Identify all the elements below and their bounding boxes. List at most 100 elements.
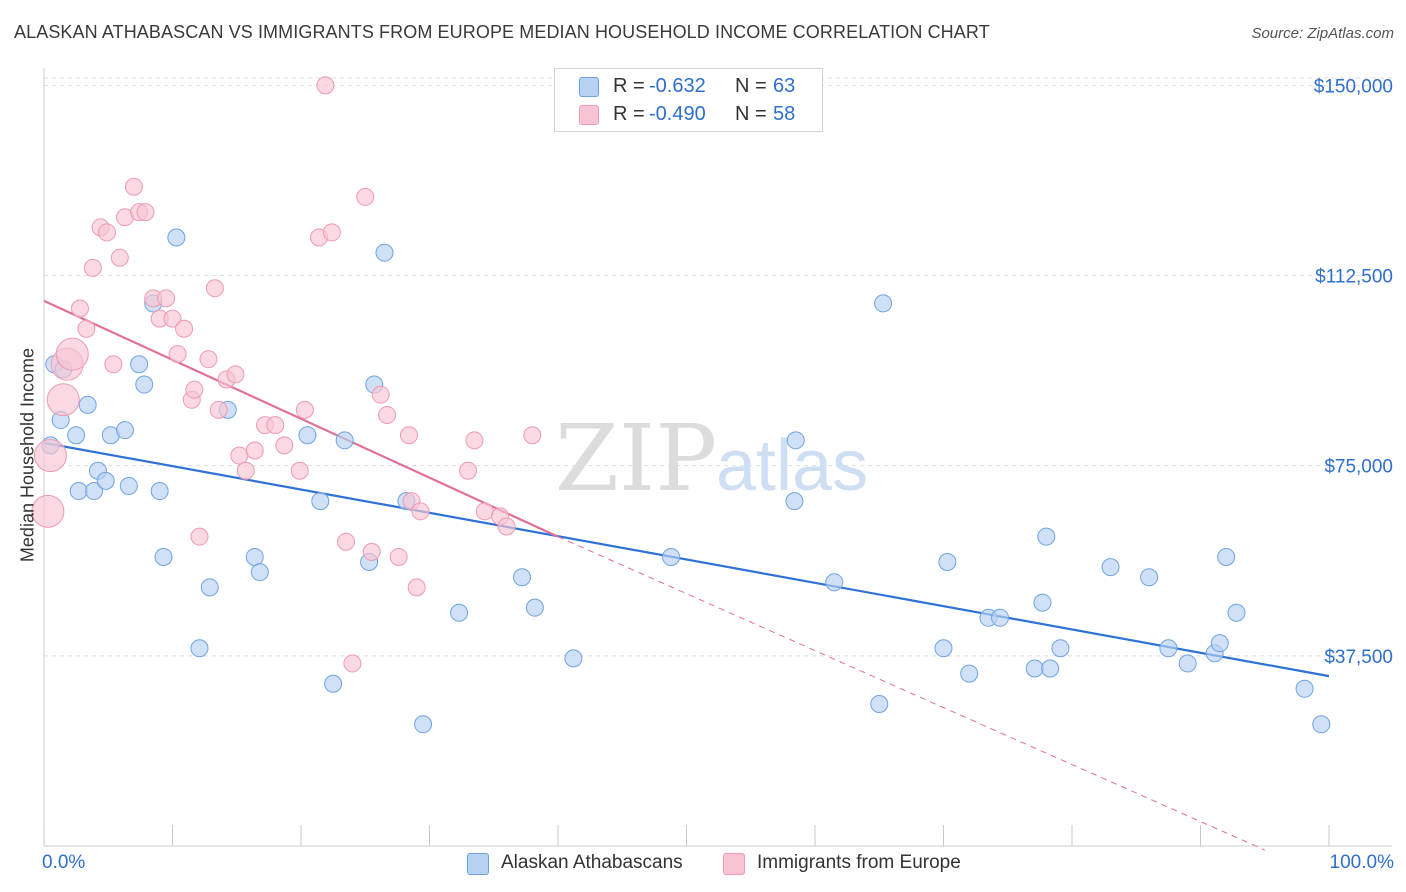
point-athabascan: [1037, 527, 1056, 546]
legend-r-label: R =: [613, 75, 645, 97]
point-athabascan: [1025, 659, 1044, 678]
x-tick-label-min: 0.0%: [42, 852, 86, 873]
point-europe: [356, 187, 375, 206]
point-europe: [104, 355, 123, 374]
point-europe: [245, 441, 264, 460]
point-athabascan: [154, 547, 173, 566]
point-athabascan: [564, 649, 583, 668]
watermark-zip: ZIP: [555, 405, 717, 512]
gridlines: [44, 77, 1392, 657]
point-athabascan: [938, 553, 957, 572]
point-athabascan: [1051, 639, 1070, 658]
point-athabascan: [335, 431, 354, 450]
point-europe: [475, 502, 494, 521]
point-athabascan: [190, 639, 209, 658]
point-europe: [33, 439, 67, 473]
point-europe: [97, 223, 116, 242]
data-points: [31, 76, 1331, 734]
point-athabascan: [200, 578, 219, 597]
legend-swatch-blue: [579, 77, 599, 97]
point-athabascan: [414, 715, 433, 734]
y-tick-label: $37,500: [1324, 647, 1393, 668]
legend-row-athabascan: R = -0.632 N = 63: [555, 73, 820, 101]
point-athabascan: [1217, 547, 1236, 566]
point-athabascan: [874, 294, 893, 313]
point-europe: [290, 461, 309, 480]
point-europe: [362, 542, 381, 561]
bottom-legend-label: Alaskan Athabascans: [501, 852, 683, 873]
point-athabascan: [1140, 568, 1159, 587]
point-athabascan: [991, 608, 1010, 627]
point-europe: [378, 405, 397, 424]
point-athabascan: [298, 426, 317, 445]
point-athabascan: [78, 395, 97, 414]
point-europe: [322, 223, 341, 242]
trend-line-athabascan: [43, 441, 1330, 678]
point-europe: [209, 400, 228, 419]
point-athabascan: [324, 674, 343, 693]
point-athabascan: [135, 375, 154, 394]
point-europe: [399, 426, 418, 445]
x-tick-label-max: 100.0%: [1329, 852, 1394, 873]
point-europe: [465, 431, 484, 450]
point-athabascan: [513, 568, 532, 587]
chart-title: ALASKAN ATHABASCAN VS IMMIGRANTS FROM EU…: [14, 22, 990, 42]
point-athabascan: [960, 664, 979, 683]
point-europe: [523, 426, 542, 445]
point-europe: [70, 299, 89, 318]
point-europe: [185, 380, 204, 399]
legend-r-label: R =: [613, 103, 645, 125]
point-europe: [190, 527, 209, 546]
point-europe: [46, 383, 80, 417]
point-athabascan: [870, 695, 889, 714]
legend-r-value: -0.632: [649, 75, 706, 97]
point-europe: [411, 502, 430, 521]
point-europe: [83, 258, 102, 277]
legend: R = -0.632 N = 63 R = -0.490 N = 58: [554, 68, 823, 132]
bottom-legend-swatch-pink: [723, 853, 745, 875]
legend-r-value: -0.490: [649, 103, 706, 125]
point-athabascan: [167, 228, 186, 247]
y-tick-label: $150,000: [1314, 76, 1393, 97]
point-athabascan: [1101, 558, 1120, 577]
point-athabascan: [85, 482, 104, 501]
legend-swatch-pink: [579, 105, 599, 125]
point-athabascan: [1178, 654, 1197, 673]
point-europe: [175, 319, 194, 338]
point-athabascan: [825, 573, 844, 592]
point-europe: [157, 289, 176, 308]
trend-line-europe-extension: [557, 536, 1265, 851]
point-athabascan: [662, 547, 681, 566]
point-athabascan: [1312, 715, 1331, 734]
point-athabascan: [67, 426, 86, 445]
point-europe: [205, 279, 224, 298]
point-europe: [389, 547, 408, 566]
point-europe: [31, 494, 65, 528]
point-europe: [371, 385, 390, 404]
point-europe: [226, 365, 245, 384]
bottom-legend-label: Immigrants from Europe: [757, 852, 961, 873]
trend-lines: [43, 299, 1330, 851]
point-europe: [77, 319, 96, 338]
point-athabascan: [1041, 659, 1060, 678]
point-athabascan: [525, 598, 544, 617]
y-tick-label: $75,000: [1324, 457, 1393, 478]
point-europe: [497, 517, 516, 536]
bottom-legend-swatch-blue: [467, 853, 489, 875]
point-athabascan: [250, 563, 269, 582]
point-europe: [407, 578, 426, 597]
point-athabascan: [115, 421, 134, 440]
trend-line-europe: [43, 299, 559, 538]
point-athabascan: [450, 603, 469, 622]
point-europe: [230, 446, 249, 465]
point-europe: [275, 436, 294, 455]
point-athabascan: [311, 492, 330, 511]
point-europe: [459, 461, 478, 480]
point-athabascan: [245, 547, 264, 566]
point-europe: [136, 203, 155, 222]
point-athabascan: [1295, 679, 1314, 698]
y-axis-label: Median Household Income: [17, 347, 38, 563]
point-athabascan: [150, 482, 169, 501]
point-athabascan: [934, 639, 953, 658]
